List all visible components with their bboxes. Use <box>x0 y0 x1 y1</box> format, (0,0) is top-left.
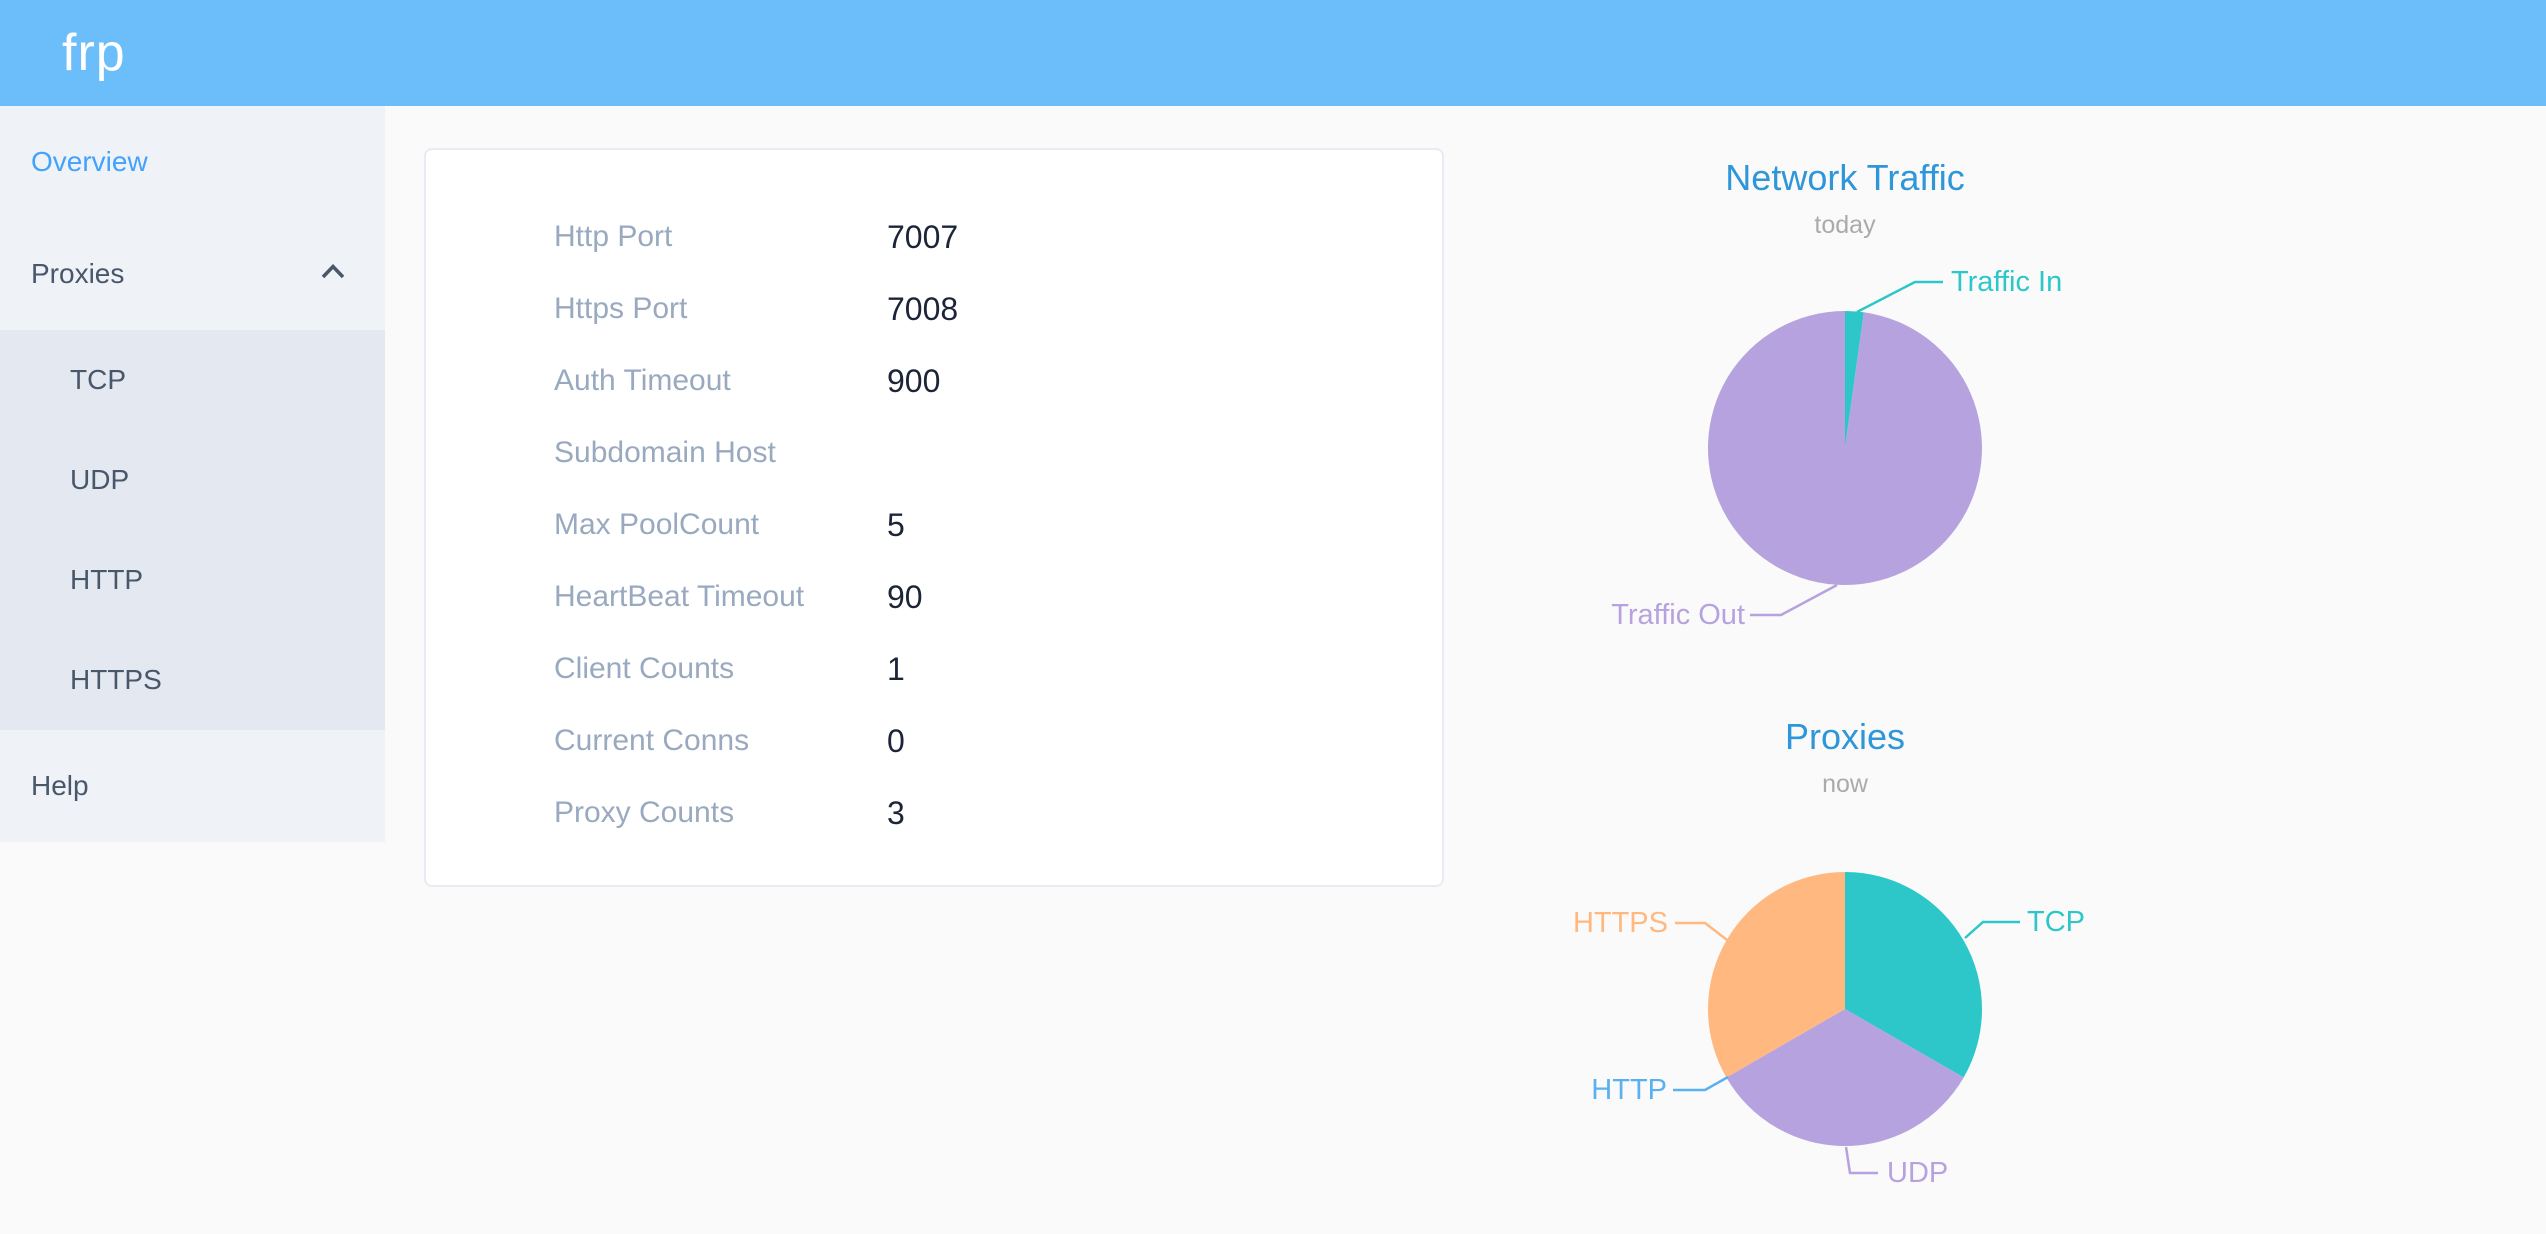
network-traffic-title: Network Traffic <box>1725 157 1965 198</box>
row-value: 7008 <box>887 290 959 327</box>
traffic-in-label: Traffic In <box>1951 266 2063 298</box>
row-label: Auth Timeout <box>554 364 731 397</box>
pie-slice-tcp[interactable] <box>1845 872 1983 1078</box>
proxies-subtitle: now <box>1822 770 1868 798</box>
sidebar-item-https[interactable]: HTTPS <box>70 664 162 695</box>
row-value: 900 <box>887 362 941 399</box>
network-traffic-subtitle: today <box>1814 211 1876 239</box>
proxies-title: Proxies <box>1784 716 1906 757</box>
table-row: Https Port 7008 <box>426 273 1442 345</box>
row-label: Proxy Counts <box>554 796 735 829</box>
pie-slice-https[interactable] <box>1707 872 1845 1078</box>
sidebar-item-help-label: Help <box>31 770 89 801</box>
row-value: 1 <box>887 650 905 687</box>
pie-slice-traffic-out[interactable] <box>1707 311 1982 585</box>
chevron-up-icon <box>321 264 345 279</box>
table-row: Http Port 7007 <box>426 201 1442 273</box>
sidebar-menu: Overview Proxies TCP UDP HTTP HTTPS Help <box>0 106 385 842</box>
proxies-pie <box>1707 872 1983 1147</box>
app-logo: frp <box>62 24 126 82</box>
sidebar-item-http[interactable]: HTTP <box>70 564 144 595</box>
table-row: HeartBeat Timeout 90 <box>426 561 1442 633</box>
sidebar-item-udp[interactable]: UDP <box>70 464 130 495</box>
table-row: Auth Timeout 900 <box>426 345 1442 417</box>
table-row: Subdomain Host <box>426 417 1442 489</box>
tcp-label: TCP <box>2027 906 2085 938</box>
https-label: HTTPS <box>1572 907 1668 939</box>
sidebar-item-proxies-label: Proxies <box>31 258 125 289</box>
row-value: 5 <box>887 506 905 543</box>
table-row: Current Conns 0 <box>426 705 1442 777</box>
sidebar-item-help[interactable]: Help <box>0 730 385 842</box>
table-row: Max PoolCount 5 <box>426 489 1442 561</box>
sidebar-item-overview-label: Overview <box>31 146 148 177</box>
row-value: 3 <box>887 794 905 831</box>
row-label: Subdomain Host <box>554 436 776 469</box>
sidebar: Overview Proxies TCP UDP HTTP HTTPS Help <box>0 106 385 842</box>
app-header: frp <box>0 0 2546 106</box>
row-value: 7007 <box>887 218 959 255</box>
table-row: Proxy Counts 3 <box>426 777 1442 849</box>
pie-slice-traffic-in[interactable] <box>1845 311 1864 448</box>
row-label: Https Port <box>554 292 688 325</box>
sidebar-item-proxies[interactable]: Proxies <box>0 218 385 330</box>
server-info-card: Http Port 7007 Https Port 7008 Auth Time… <box>424 148 1444 887</box>
http-label: HTTP <box>1591 1074 1667 1106</box>
network-traffic-pie <box>1707 311 1982 585</box>
sidebar-item-overview[interactable]: Overview <box>0 106 385 218</box>
table-row: Client Counts 1 <box>426 633 1442 705</box>
udp-label: UDP <box>1887 1157 1949 1189</box>
row-value: 0 <box>887 722 905 759</box>
row-label: Max PoolCount <box>554 508 760 541</box>
row-value: 90 <box>887 578 923 615</box>
sidebar-item-tcp[interactable]: TCP <box>70 364 126 395</box>
row-label: HeartBeat Timeout <box>554 580 805 613</box>
row-label: Client Counts <box>554 652 735 685</box>
row-label: Http Port <box>554 220 673 253</box>
row-label: Current Conns <box>554 724 750 757</box>
sidebar-submenu-proxies: TCP UDP HTTP HTTPS <box>0 330 385 730</box>
pie-slice-udp[interactable] <box>1726 1009 1964 1147</box>
traffic-out-label: Traffic Out <box>1611 599 1745 631</box>
